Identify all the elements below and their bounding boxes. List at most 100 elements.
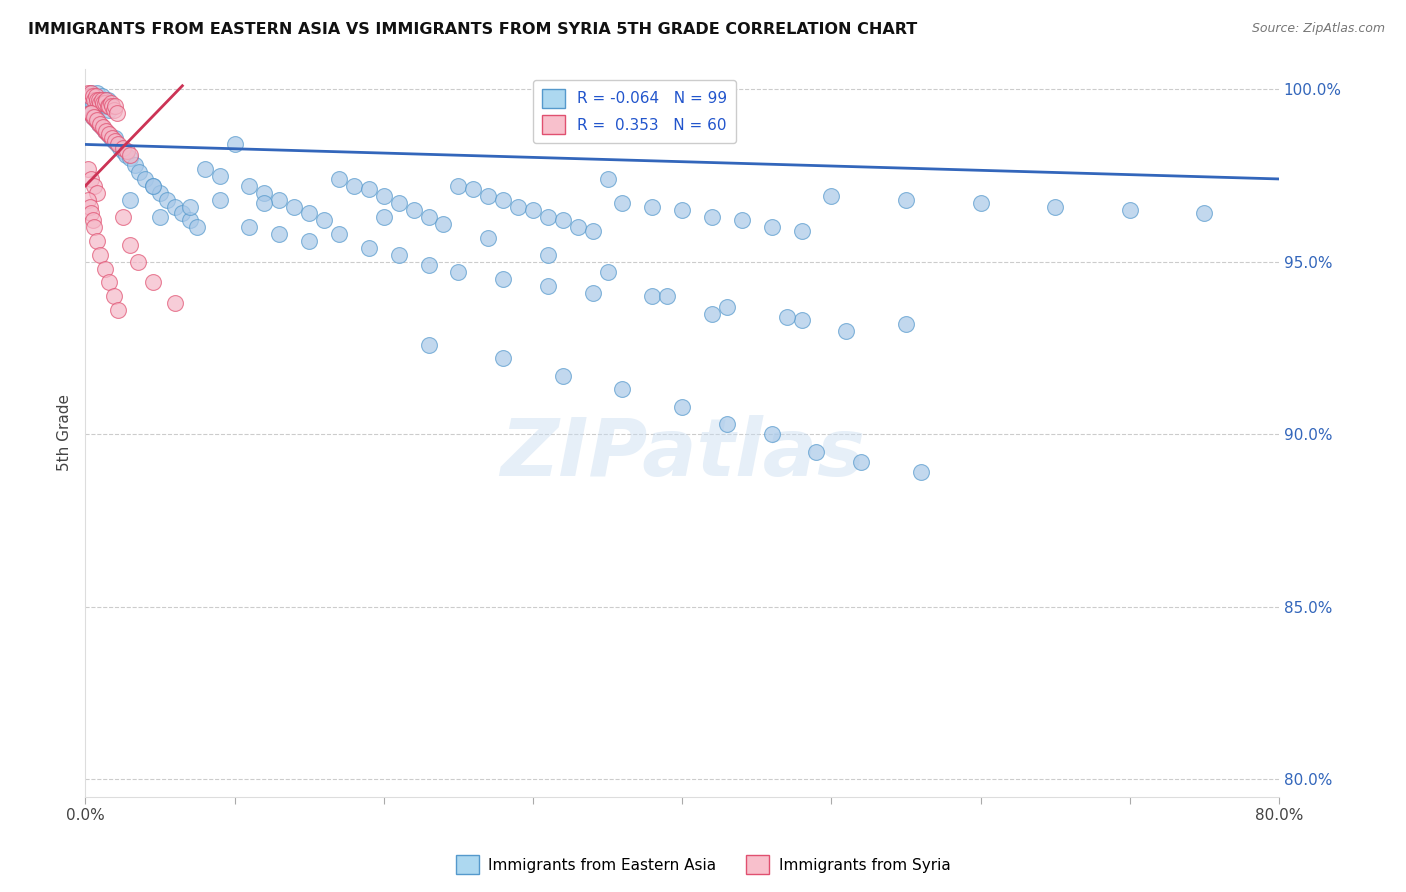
Point xyxy=(86,234,108,248)
Point xyxy=(96,93,118,107)
Point xyxy=(835,324,858,338)
Point xyxy=(79,89,101,103)
Point xyxy=(537,248,560,262)
Point xyxy=(107,137,129,152)
Point xyxy=(82,110,104,124)
Point xyxy=(97,99,120,113)
Point xyxy=(89,99,111,113)
Point xyxy=(80,86,103,100)
Point xyxy=(103,289,125,303)
Point xyxy=(671,400,693,414)
Point xyxy=(790,224,813,238)
Point xyxy=(612,196,634,211)
Point xyxy=(790,313,813,327)
Point xyxy=(522,202,544,217)
Point xyxy=(79,106,101,120)
Point xyxy=(79,93,101,107)
Point xyxy=(253,186,276,200)
Point xyxy=(149,210,172,224)
Text: IMMIGRANTS FROM EASTERN ASIA VS IMMIGRANTS FROM SYRIA 5TH GRADE CORRELATION CHAR: IMMIGRANTS FROM EASTERN ASIA VS IMMIGRAN… xyxy=(28,22,917,37)
Point xyxy=(328,227,350,242)
Point xyxy=(89,248,111,262)
Point xyxy=(357,241,380,255)
Point xyxy=(716,417,738,431)
Point xyxy=(104,99,127,113)
Point xyxy=(671,202,693,217)
Point xyxy=(194,161,217,176)
Text: ZIPatlas: ZIPatlas xyxy=(499,416,865,493)
Point xyxy=(269,193,291,207)
Point xyxy=(111,145,134,159)
Point xyxy=(224,137,246,152)
Point xyxy=(418,337,440,351)
Point xyxy=(128,165,150,179)
Point xyxy=(492,272,515,286)
Point xyxy=(373,189,395,203)
Point xyxy=(87,117,110,131)
Point xyxy=(477,189,499,203)
Point xyxy=(120,237,142,252)
Point xyxy=(97,93,120,107)
Point xyxy=(87,117,110,131)
Point xyxy=(79,200,101,214)
Point xyxy=(551,368,574,383)
Point xyxy=(94,123,117,137)
Point xyxy=(86,113,108,128)
Point xyxy=(596,265,619,279)
Point xyxy=(97,127,120,141)
Point xyxy=(373,210,395,224)
Point xyxy=(127,254,149,268)
Point xyxy=(87,93,110,107)
Point xyxy=(761,220,783,235)
Point xyxy=(156,193,179,207)
Point xyxy=(657,289,679,303)
Point xyxy=(463,182,485,196)
Point xyxy=(82,89,104,103)
Point xyxy=(83,89,105,103)
Point xyxy=(114,148,136,162)
Point xyxy=(90,120,112,135)
Point xyxy=(851,455,873,469)
Point xyxy=(582,285,605,300)
Point xyxy=(820,189,842,203)
Text: Source: ZipAtlas.com: Source: ZipAtlas.com xyxy=(1251,22,1385,36)
Point xyxy=(894,317,917,331)
Legend: Immigrants from Eastern Asia, Immigrants from Syria: Immigrants from Eastern Asia, Immigrants… xyxy=(450,849,956,880)
Point xyxy=(141,276,163,290)
Point xyxy=(84,113,107,128)
Point xyxy=(761,427,783,442)
Point xyxy=(91,93,114,107)
Point xyxy=(357,182,380,196)
Point xyxy=(208,193,231,207)
Point xyxy=(91,120,114,135)
Point xyxy=(298,234,321,248)
Point xyxy=(82,213,104,227)
Point xyxy=(298,206,321,220)
Point xyxy=(111,210,134,224)
Point xyxy=(134,172,156,186)
Point xyxy=(641,200,664,214)
Point xyxy=(343,178,366,193)
Y-axis label: 5th Grade: 5th Grade xyxy=(58,394,72,471)
Point xyxy=(492,193,515,207)
Point xyxy=(94,96,117,111)
Point xyxy=(83,93,105,107)
Point xyxy=(1194,206,1216,220)
Point xyxy=(86,186,108,200)
Point xyxy=(107,303,129,318)
Point xyxy=(77,161,100,176)
Point xyxy=(83,110,105,124)
Point xyxy=(80,206,103,220)
Point xyxy=(83,178,105,193)
Point xyxy=(104,130,127,145)
Point xyxy=(82,96,104,111)
Point xyxy=(163,296,186,310)
Point xyxy=(77,193,100,207)
Point xyxy=(238,220,260,235)
Point xyxy=(492,351,515,366)
Point xyxy=(98,127,121,141)
Point xyxy=(418,210,440,224)
Point xyxy=(179,213,201,227)
Point xyxy=(91,96,114,111)
Point xyxy=(115,145,138,159)
